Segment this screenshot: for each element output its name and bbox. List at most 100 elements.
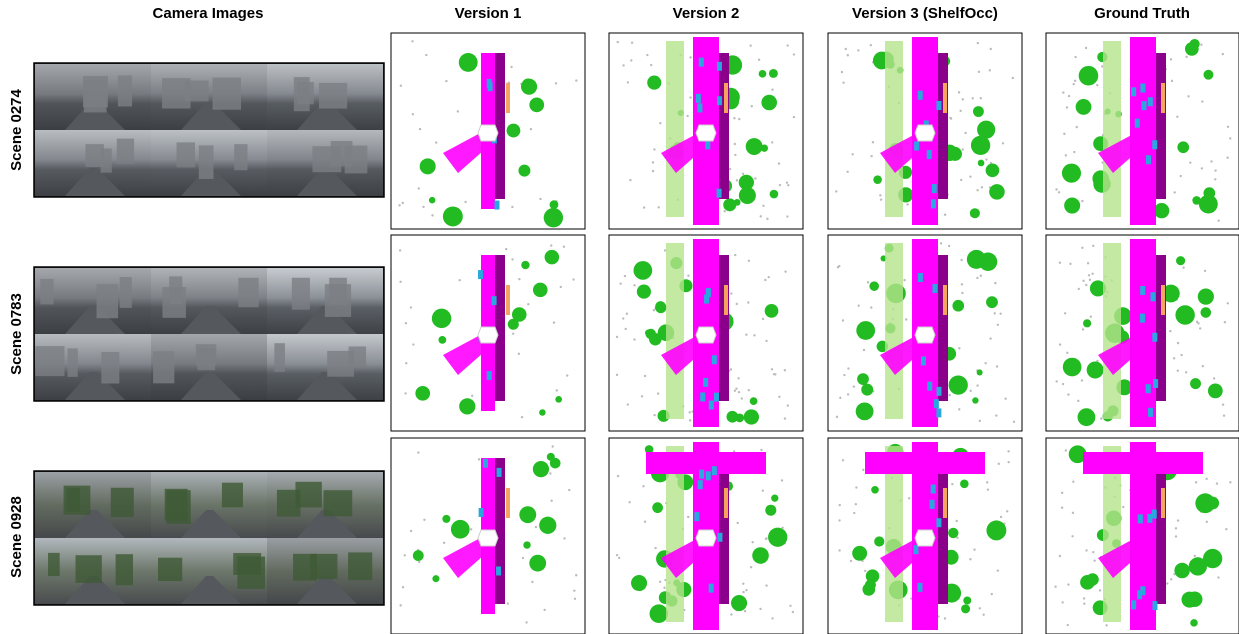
point xyxy=(961,292,963,294)
building xyxy=(158,558,182,581)
point xyxy=(734,390,736,392)
point xyxy=(847,54,849,56)
point xyxy=(753,334,755,336)
point xyxy=(574,598,576,600)
occupancy-panel xyxy=(391,438,585,634)
point xyxy=(1067,624,1069,626)
point xyxy=(960,179,962,181)
vehicle xyxy=(936,518,941,527)
point xyxy=(1100,417,1102,419)
point xyxy=(445,80,447,82)
point xyxy=(742,591,744,593)
point xyxy=(738,391,740,393)
point xyxy=(855,486,857,488)
point xyxy=(419,128,421,130)
vegetation xyxy=(746,138,763,155)
vegetation xyxy=(1076,99,1092,115)
vegetation xyxy=(652,502,663,513)
point xyxy=(627,81,629,83)
point xyxy=(1061,492,1063,494)
vehicle xyxy=(706,288,711,297)
point xyxy=(764,279,766,281)
point xyxy=(964,132,966,134)
vehicle xyxy=(709,401,714,410)
point xyxy=(723,210,725,212)
cross-road xyxy=(646,452,766,474)
vegetation xyxy=(451,520,470,539)
point xyxy=(1217,219,1219,221)
point xyxy=(742,173,744,175)
point xyxy=(659,122,661,124)
vegetation xyxy=(750,397,758,405)
point xyxy=(741,397,743,399)
vegetation xyxy=(507,124,521,138)
point xyxy=(1187,95,1189,97)
point xyxy=(425,54,427,56)
vehicle xyxy=(1150,292,1155,301)
vehicle xyxy=(927,382,932,391)
vehicle xyxy=(706,471,711,480)
point xyxy=(616,336,618,338)
building xyxy=(101,352,119,384)
point xyxy=(1087,262,1089,264)
vegetation xyxy=(949,375,968,394)
vegetation xyxy=(533,461,549,477)
point xyxy=(778,396,780,398)
point xyxy=(766,218,768,220)
point xyxy=(1078,288,1080,290)
point xyxy=(845,48,847,50)
point xyxy=(734,154,736,156)
column-header: Version 2 xyxy=(673,5,740,22)
vehicle xyxy=(1131,600,1136,609)
point xyxy=(762,205,764,207)
point xyxy=(1189,161,1191,163)
vehicle xyxy=(717,62,722,71)
point xyxy=(855,503,857,505)
point xyxy=(961,283,963,285)
point xyxy=(1081,200,1083,202)
building xyxy=(274,343,285,372)
vegetation xyxy=(765,304,779,318)
point xyxy=(399,249,401,251)
vegetation xyxy=(739,187,756,204)
terrain xyxy=(495,53,505,199)
point xyxy=(443,542,445,544)
terrain xyxy=(719,458,729,604)
vegetation xyxy=(432,309,451,328)
building xyxy=(84,80,107,112)
vegetation xyxy=(744,409,759,424)
point xyxy=(1180,354,1182,356)
building xyxy=(120,277,132,308)
point xyxy=(1082,280,1084,282)
vegetation xyxy=(1083,319,1091,327)
building xyxy=(76,555,102,583)
point xyxy=(664,249,666,251)
point xyxy=(980,97,982,99)
point xyxy=(734,254,736,256)
sidewalk xyxy=(666,41,684,217)
point xyxy=(1055,380,1057,382)
point xyxy=(870,306,872,308)
vegetation xyxy=(647,76,661,90)
point xyxy=(572,278,574,280)
vegetation xyxy=(655,302,666,313)
point xyxy=(566,374,568,376)
point xyxy=(1224,321,1226,323)
point xyxy=(398,204,400,206)
point xyxy=(1004,397,1006,399)
barrier xyxy=(506,285,510,315)
point xyxy=(1229,137,1231,139)
point xyxy=(1006,510,1008,512)
point xyxy=(458,279,460,281)
building xyxy=(222,483,243,508)
point xyxy=(784,270,786,272)
figure: Camera Images Version 1 Version 2 Versio… xyxy=(0,0,1239,634)
point xyxy=(1216,482,1218,484)
vehicle xyxy=(487,371,492,380)
point xyxy=(836,416,838,418)
point xyxy=(644,521,646,523)
point xyxy=(985,158,987,160)
vegetation xyxy=(986,520,1006,540)
point xyxy=(736,179,738,181)
point xyxy=(1074,56,1076,58)
